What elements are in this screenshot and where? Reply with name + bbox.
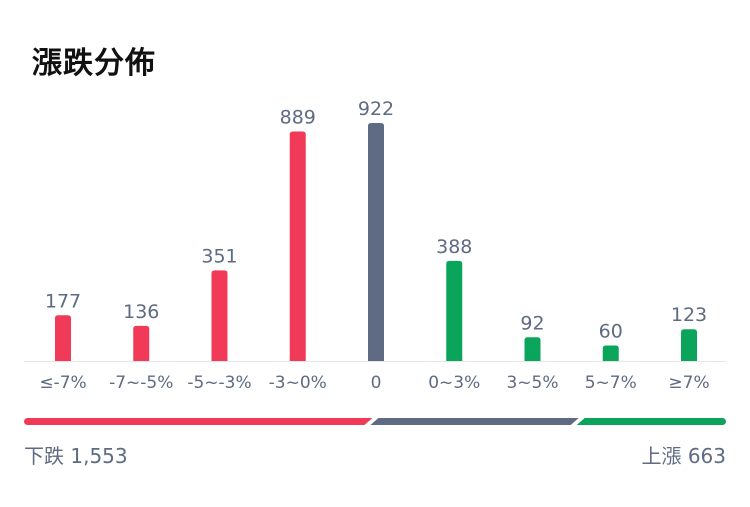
category-label-4: 0 (371, 373, 382, 393)
category-label-2: -5~-3% (187, 373, 251, 393)
ratio-down-segment (27, 418, 373, 425)
bar-7 (602, 345, 619, 361)
category-label-7: 5~7% (585, 373, 637, 393)
bar-value-label-7: 60 (599, 321, 623, 343)
bar-value-label-8: 123 (671, 304, 707, 326)
ratio-bar (24, 418, 726, 425)
bar-5 (446, 260, 463, 361)
bar-value-label-3: 889 (280, 107, 316, 129)
bar-value-label-1: 136 (123, 301, 159, 323)
chart-title: 漲跌分佈 (32, 46, 156, 81)
ratio-up-segment (576, 418, 723, 425)
up-summary: 上漲 663 (641, 444, 726, 468)
down-summary: 下跌 1,553 (24, 444, 128, 468)
x-axis-ticks: ≤-7% -7~-5% -5~-3% -3~0% 0 0~3% 3~5% 5~7% ≥7% (39, 373, 709, 393)
category-label-6: 3~5% (506, 373, 558, 393)
bar-6 (524, 337, 541, 361)
ratio-up-cap (719, 418, 726, 425)
category-label-0: ≤-7% (39, 373, 86, 393)
bar-4 (368, 123, 384, 361)
ratio-flat-segment (370, 418, 579, 425)
bar-value-label-6: 92 (520, 312, 544, 334)
bar-8 (681, 329, 697, 361)
category-label-1: -7~-5% (109, 373, 173, 393)
bars-layer: 177 136 351 889 922 388 92 60 123 (45, 98, 707, 361)
bar-1 (133, 325, 150, 361)
bar-value-label-2: 351 (201, 245, 237, 267)
bar-3 (289, 131, 306, 361)
bar-value-label-5: 388 (436, 236, 472, 258)
bar-0 (55, 315, 71, 361)
category-label-8: ≥7% (668, 373, 709, 393)
bar-value-label-4: 922 (358, 98, 394, 120)
bar-2 (211, 270, 228, 361)
category-label-3: -3~0% (269, 373, 327, 393)
category-label-5: 0~3% (428, 373, 480, 393)
bar-value-label-0: 177 (45, 290, 81, 312)
